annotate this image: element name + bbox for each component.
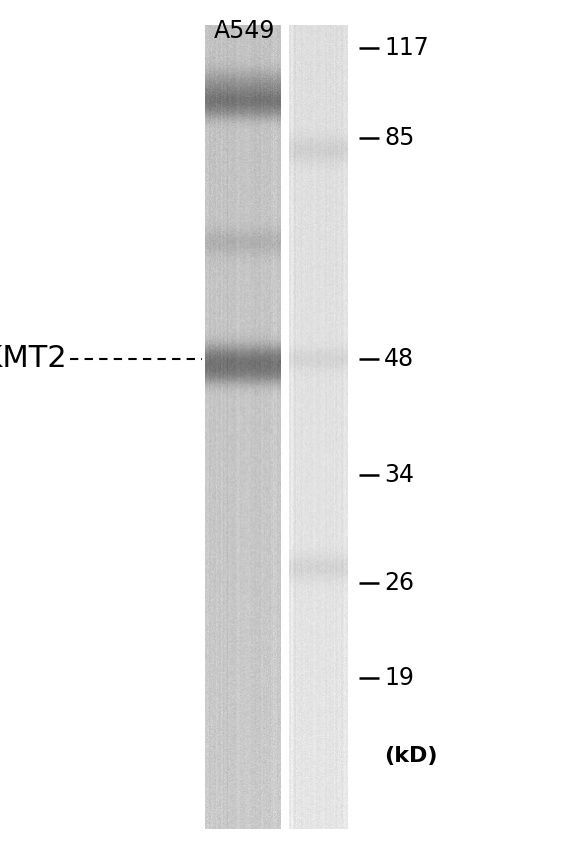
- Text: A549: A549: [213, 19, 275, 43]
- Text: CKMT2: CKMT2: [0, 344, 67, 373]
- Text: 117: 117: [384, 35, 429, 60]
- Text: 48: 48: [384, 346, 415, 371]
- Text: 19: 19: [384, 666, 414, 690]
- Text: 34: 34: [384, 463, 414, 487]
- Text: 85: 85: [384, 126, 415, 150]
- Text: (kD): (kD): [384, 746, 438, 766]
- Text: 26: 26: [384, 571, 414, 595]
